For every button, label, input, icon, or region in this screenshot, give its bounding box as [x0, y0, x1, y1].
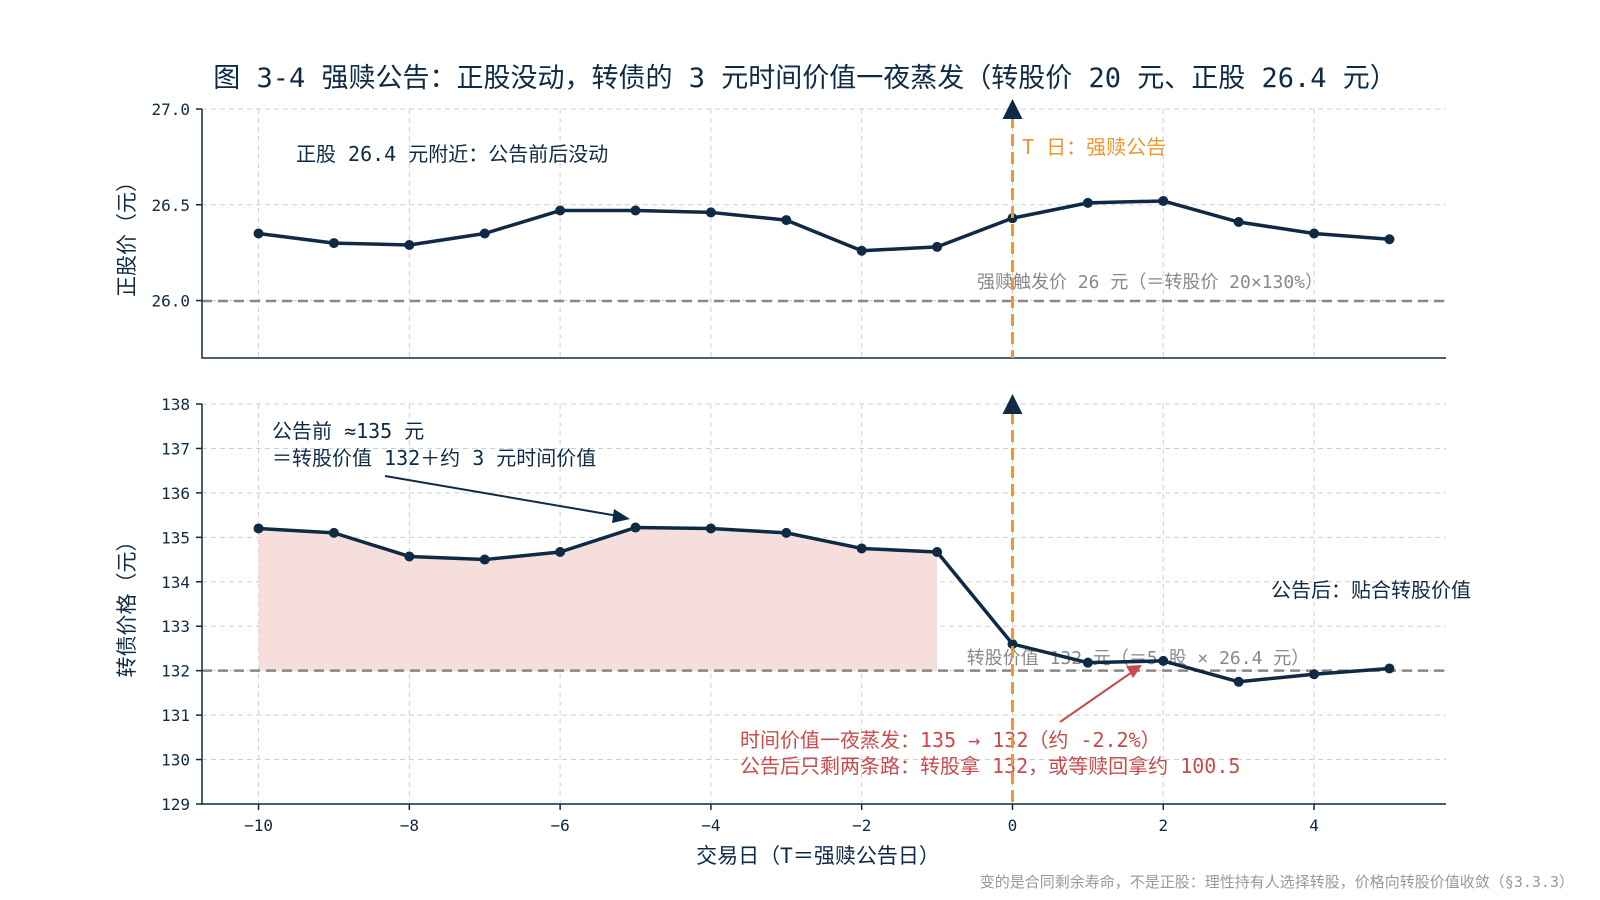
x-axis-label: 交易日（T＝强赎公告日）	[696, 844, 940, 868]
data-point	[1082, 197, 1093, 208]
bottom-x-ticks: −10 −8 −6 −4 −2 0 2 4	[244, 804, 1319, 835]
y-tick-label: 135	[161, 528, 190, 547]
x-tick-label: 4	[1309, 816, 1319, 835]
data-point	[856, 543, 867, 554]
top-y-ticks: 26.0 26.5 27.0	[151, 100, 202, 311]
data-point	[1158, 655, 1169, 666]
top-axes-spine	[201, 109, 1446, 359]
x-tick-label: 2	[1158, 816, 1168, 835]
y-tick-label: 130	[161, 751, 190, 770]
time-value-shaded-area	[258, 527, 938, 671]
top-annotation: 正股 26.4 元附近：公告前后没动	[296, 142, 608, 166]
data-point	[328, 238, 339, 249]
data-point	[1007, 213, 1018, 224]
before-annotation-line1: 公告前 ≈135 元	[272, 419, 424, 443]
data-point	[1233, 217, 1244, 228]
data-point	[781, 215, 792, 226]
data-point	[555, 205, 566, 216]
drop-annotation-arrow	[1059, 669, 1136, 723]
data-point	[932, 241, 943, 252]
x-tick-label: −8	[400, 816, 419, 835]
data-point	[630, 522, 641, 533]
data-point	[555, 547, 566, 557]
before-annotation-arrowhead	[612, 509, 630, 523]
x-tick-label: −6	[550, 816, 569, 835]
before-annotation-arrow	[384, 475, 625, 518]
data-point	[705, 207, 716, 218]
series-line	[258, 199, 1390, 253]
data-point	[1384, 663, 1395, 674]
bottom-axes-spine	[201, 404, 1446, 805]
data-point	[404, 551, 415, 562]
event-arrow-bottom	[1002, 394, 1023, 414]
y-tick-label: 26.5	[151, 196, 190, 215]
data-point	[1158, 195, 1169, 206]
bottom-series	[253, 522, 1395, 687]
data-point	[630, 205, 641, 216]
series-line	[258, 525, 1390, 684]
data-point	[479, 554, 490, 565]
data-point	[328, 527, 339, 538]
data-point	[856, 245, 867, 256]
y-tick-label: 26.0	[151, 292, 190, 311]
y-tick-label: 136	[161, 484, 190, 503]
event-label: T 日：强赎公告	[1022, 135, 1166, 159]
top-series	[253, 195, 1395, 256]
y-tick-label: 27.0	[151, 100, 190, 119]
bottom-panel-cb-price: 转股价值 132 元（＝5 股 × 26.4 元） 公告前 ≈135 元 ＝转股…	[115, 395, 1471, 868]
data-point	[1309, 228, 1320, 239]
data-point	[932, 547, 943, 557]
y-tick-label: 138	[161, 395, 190, 414]
y-tick-label: 137	[161, 439, 190, 458]
bottom-y-axis-label: 转债价格（元）	[115, 531, 139, 678]
data-point	[479, 228, 490, 239]
data-point	[1309, 669, 1320, 680]
y-tick-label: 134	[161, 573, 190, 592]
top-y-axis-label: 正股价（元）	[115, 171, 139, 297]
bottom-y-ticks: 129 130 131 132 133 134 135 136 137 138	[161, 395, 202, 814]
x-tick-label: −2	[852, 816, 871, 835]
data-point	[253, 523, 264, 534]
chart-title: 图 3-4 强赎公告：正股没动，转债的 3 元时间价值一夜蒸发（转股价 20 元…	[213, 63, 1397, 94]
x-tick-label: −4	[701, 816, 720, 835]
data-point	[1233, 676, 1244, 687]
y-tick-label: 132	[161, 662, 190, 681]
top-gridlines	[202, 108, 1446, 358]
data-point	[253, 228, 264, 239]
data-point	[404, 239, 415, 250]
data-point	[705, 523, 716, 534]
before-annotation-line2: ＝转股价值 132＋约 3 元时间价值	[272, 446, 596, 470]
x-tick-label: 0	[1008, 816, 1018, 835]
y-tick-label: 129	[161, 795, 190, 814]
x-tick-label: −10	[244, 816, 273, 835]
drop-annotation-line2: 公告后只剩两条路：转股拿 132，或等赎回拿约 100.5	[740, 754, 1240, 778]
drop-annotation-line1: 时间价值一夜蒸发：135 → 132（约 -2.2%）	[740, 728, 1161, 752]
top-panel-stock-price: 强赎触发价 26 元（＝转股价 20×130%） 正股 26.4 元附近：公告前…	[115, 100, 1446, 359]
trigger-price-label: 强赎触发价 26 元（＝转股价 20×130%）	[977, 272, 1323, 293]
footnote: 变的是合同剩余寿命，不是正股：理性持有人选择转股，价格向转股价值收敛（§3.3.…	[980, 873, 1574, 891]
event-arrow-top	[1002, 99, 1023, 119]
data-point	[1384, 234, 1395, 245]
y-tick-label: 133	[161, 617, 190, 636]
data-point	[1007, 639, 1018, 649]
y-tick-label: 131	[161, 706, 190, 725]
after-annotation: 公告后：贴合转股价值	[1271, 578, 1471, 602]
data-point	[1082, 657, 1093, 668]
drop-annotation-arrowhead	[1126, 665, 1142, 678]
data-point	[781, 527, 792, 538]
